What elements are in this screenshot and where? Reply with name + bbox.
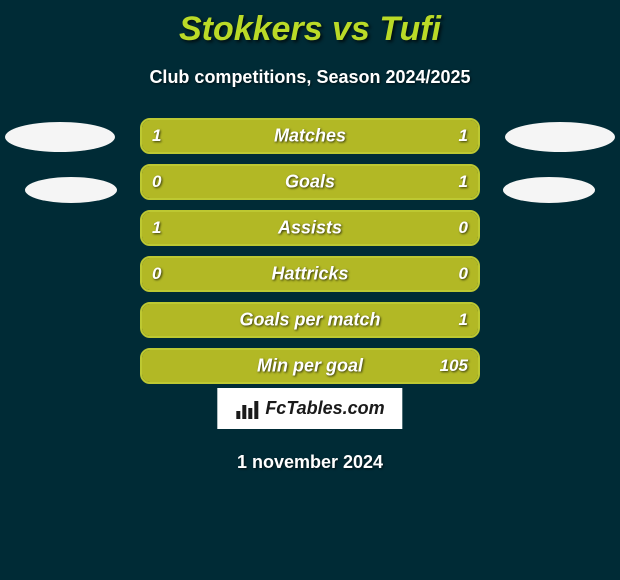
stat-value-right: 105: [440, 356, 468, 376]
stat-value-right: 0: [459, 264, 468, 284]
stat-value-left: 1: [152, 218, 161, 238]
stat-label: Goals: [142, 172, 478, 193]
stat-row-min-per-goal: Min per goal105: [140, 348, 480, 384]
player-right-avatar-bottom: [503, 177, 595, 203]
stat-row-goals: Goals0 1: [140, 164, 480, 200]
bars-icon: [235, 399, 259, 419]
subtitle: Club competitions, Season 2024/2025: [0, 67, 620, 88]
page-title: Stokkers vs Tufi: [0, 0, 620, 49]
stat-bars: Matches11Goals01Assists10Hattricks00Goal…: [140, 118, 480, 394]
stat-row-hattricks: Hattricks0 0: [140, 256, 480, 292]
brand-badge: FcTables.com: [217, 388, 402, 429]
stat-value-right: 0: [459, 218, 468, 238]
stat-label: Matches: [142, 126, 478, 147]
stat-value-right: 1: [459, 126, 468, 146]
stat-value-left: 0: [152, 172, 161, 192]
stat-row-assists: Assists1 0: [140, 210, 480, 246]
player-right-avatar-top: [505, 122, 615, 152]
stat-value-right: 1: [459, 172, 468, 192]
brand-text: FcTables.com: [265, 398, 384, 419]
date-label: 1 november 2024: [0, 452, 620, 473]
stat-label: Goals per match: [142, 310, 478, 331]
stat-value-left: 1: [152, 126, 161, 146]
stat-value-right: 1: [459, 310, 468, 330]
stat-row-matches: Matches1 1: [140, 118, 480, 154]
stat-label: Min per goal: [142, 356, 478, 377]
player-left-avatar-bottom: [25, 177, 117, 203]
player-left-avatar-top: [5, 122, 115, 152]
stat-value-left: 0: [152, 264, 161, 284]
stat-row-goals-per-match: Goals per match1: [140, 302, 480, 338]
stat-label: Hattricks: [142, 264, 478, 285]
stat-label: Assists: [142, 218, 478, 239]
